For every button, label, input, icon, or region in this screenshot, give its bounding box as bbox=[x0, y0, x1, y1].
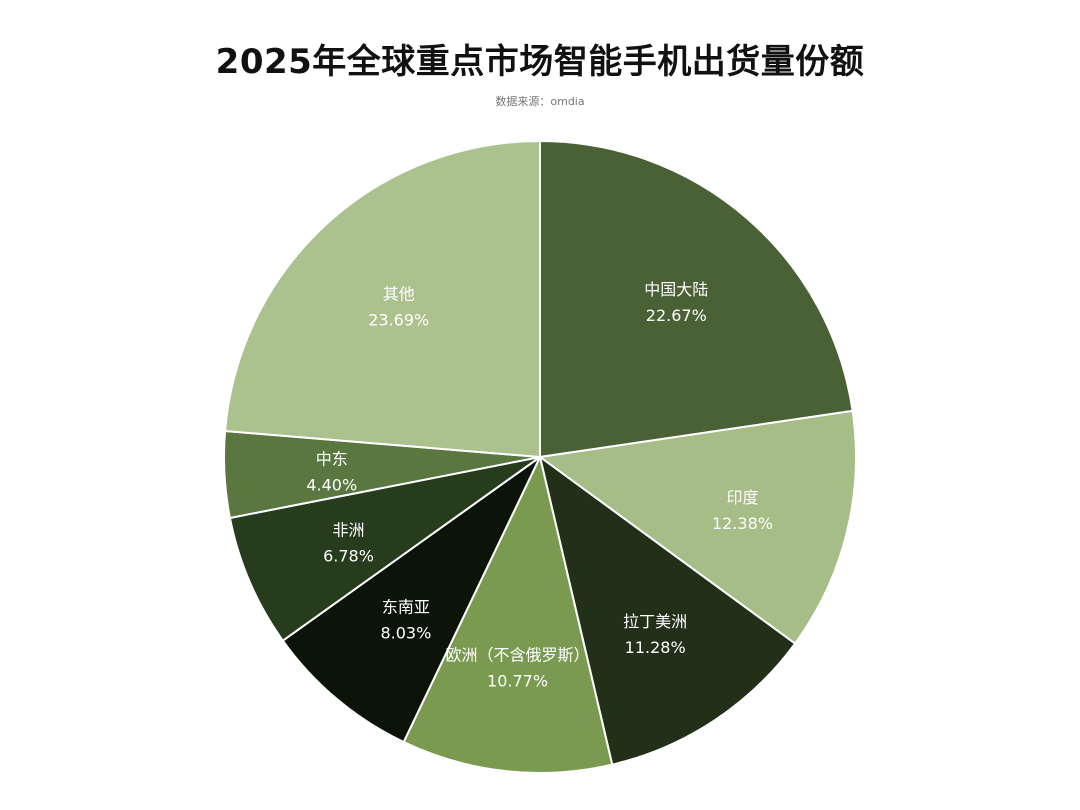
pie-slice-1 bbox=[537, 409, 857, 645]
slice-name-label: 欧洲（不含俄罗斯） bbox=[446, 645, 590, 664]
pie-labels: 中国大陆 22.67% 印度 12.38% 拉丁美洲 11.28% 欧洲（不含俄罗斯） 10.… bbox=[306, 280, 773, 690]
slice-name-label: 印度 bbox=[726, 488, 758, 507]
slice-value-label: 4.40% bbox=[306, 476, 357, 495]
chart-title: 2025年全球重点市场智能手机出货量份额 bbox=[215, 42, 865, 82]
pie-slices bbox=[223, 139, 857, 774]
slice-name-label: 拉丁美洲 bbox=[623, 612, 687, 631]
slice-name-label: 中东 bbox=[316, 450, 348, 469]
slice-value-label: 12.38% bbox=[712, 514, 773, 533]
slice-name-label: 非洲 bbox=[332, 521, 364, 540]
slice-value-label: 22.67% bbox=[646, 306, 707, 325]
slice-name-label: 中国大陆 bbox=[644, 280, 708, 299]
chart-subtitle: 数据来源：omdia bbox=[495, 95, 585, 108]
slice-name-label: 其他 bbox=[383, 285, 415, 304]
pie-slice-7 bbox=[223, 139, 541, 459]
slice-name-label: 东南亚 bbox=[382, 598, 430, 617]
pie-slice-2 bbox=[538, 454, 797, 766]
slice-value-label: 10.77% bbox=[487, 671, 548, 690]
slice-value-label: 23.69% bbox=[368, 311, 429, 330]
slice-value-label: 11.28% bbox=[625, 638, 686, 657]
pie-slice-3 bbox=[402, 454, 614, 774]
pie-slice-4 bbox=[281, 456, 541, 744]
slice-value-label: 8.03% bbox=[380, 624, 431, 643]
slice-value-label: 6.78% bbox=[323, 547, 374, 566]
pie-slice-0 bbox=[539, 139, 854, 459]
